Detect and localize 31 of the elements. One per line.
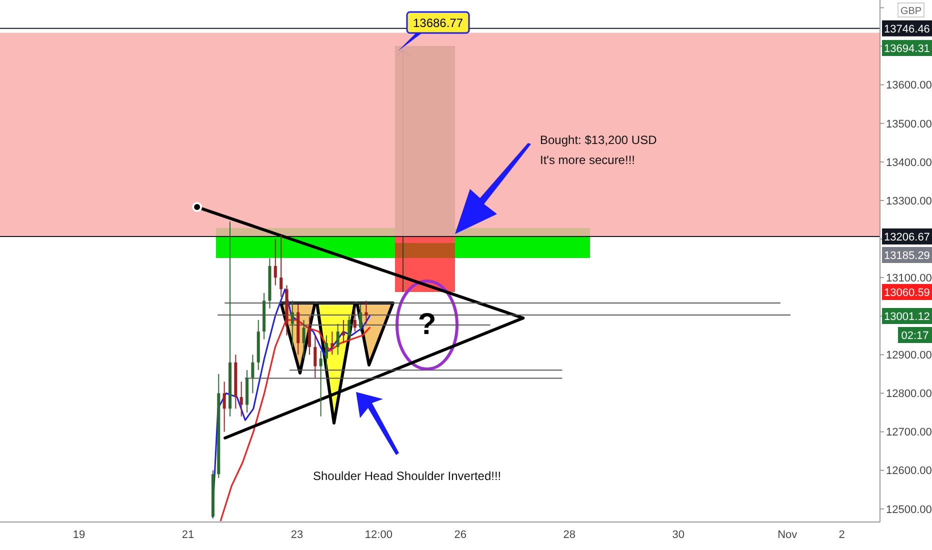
y-tick-label: 13300.00 bbox=[886, 195, 932, 208]
y-tick-label: 12500.00 bbox=[886, 504, 932, 516]
x-tick-label: 28 bbox=[563, 528, 576, 541]
x-tick-label: Nov bbox=[778, 528, 798, 541]
y-tick-label: 13500.00 bbox=[886, 118, 932, 130]
x-tick-label: 30 bbox=[672, 528, 685, 541]
annotation: It's more secure!!! bbox=[540, 153, 635, 167]
y-tick-label: 12700.00 bbox=[886, 426, 932, 439]
text: GBP bbox=[900, 6, 922, 17]
text: 13185.29 bbox=[884, 250, 930, 262]
text: 13001.12 bbox=[884, 311, 930, 323]
text: 02:17 bbox=[901, 330, 929, 342]
text: 13060.59 bbox=[884, 287, 930, 299]
ref-line-label: 13746.46 bbox=[884, 23, 930, 36]
ref-line-label: 13206.67 bbox=[884, 231, 930, 244]
y-tick-label: 13100.00 bbox=[886, 272, 932, 284]
x-tick-label: 21 bbox=[182, 528, 194, 541]
annotation: Shoulder Head Shoulder Inverted!!! bbox=[313, 469, 502, 483]
x-tick-label: 23 bbox=[290, 528, 304, 541]
annotation: 13686.77 bbox=[412, 16, 464, 30]
y-tick-label: 12900.00 bbox=[886, 350, 932, 362]
y-tick-label: 13600.00 bbox=[886, 80, 932, 92]
x-tick-label: 12:00 bbox=[364, 528, 392, 541]
y-tick-label: 12600.00 bbox=[886, 465, 932, 478]
y-tick-label: 12800.00 bbox=[886, 388, 932, 400]
annotation: Bought: $13,200 USD bbox=[540, 133, 658, 147]
x-tick-label: 2 bbox=[838, 528, 845, 541]
x-tick-label: 26 bbox=[454, 528, 467, 541]
text: 13694.31 bbox=[884, 43, 930, 55]
x-tick-label: 19 bbox=[72, 528, 86, 541]
y-tick-label: 13400.00 bbox=[886, 156, 932, 169]
